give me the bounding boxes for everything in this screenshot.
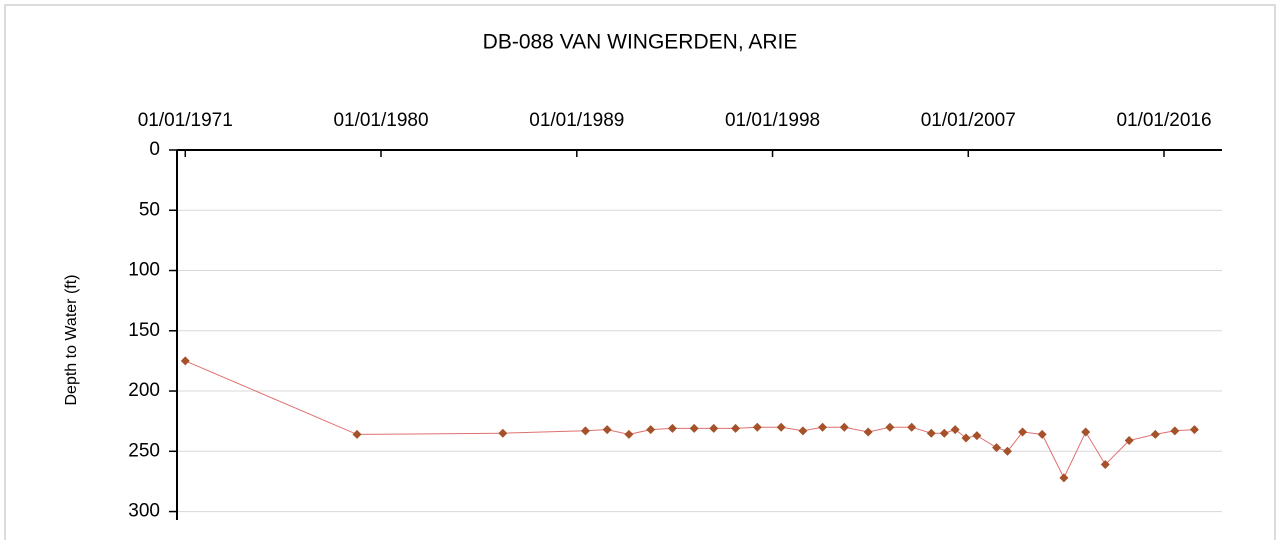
data-point	[180, 356, 190, 366]
y-tick-label: 300	[128, 501, 160, 522]
x-tick-label: 01/01/1980	[333, 110, 428, 131]
data-point	[1081, 427, 1091, 437]
data-point	[950, 425, 960, 435]
data-point	[709, 423, 719, 433]
x-tick-label: 01/01/2007	[921, 110, 1016, 131]
data-point	[1002, 446, 1012, 456]
y-tick-label: 200	[128, 380, 160, 401]
data-point	[961, 433, 971, 443]
x-tick-label: 01/01/2016	[1116, 110, 1211, 131]
y-tick-label: 50	[139, 199, 160, 220]
y-tick-label: 100	[128, 260, 160, 281]
data-point	[602, 425, 612, 435]
data-point	[818, 422, 828, 432]
data-point	[972, 431, 982, 441]
data-point	[1124, 435, 1134, 445]
data-point	[1018, 427, 1028, 437]
data-point	[667, 423, 677, 433]
data-point	[839, 422, 849, 432]
data-point	[1059, 473, 1069, 483]
data-point	[498, 428, 508, 438]
y-tick-label: 250	[128, 440, 160, 461]
data-point	[352, 429, 362, 439]
data-point	[907, 422, 917, 432]
data-point	[926, 428, 936, 438]
data-point	[863, 427, 873, 437]
x-tick-label: 01/01/1998	[725, 110, 820, 131]
data-point	[992, 443, 1002, 453]
x-tick-label: 01/01/1971	[138, 110, 233, 131]
x-tick-label: 01/01/1989	[529, 110, 624, 131]
data-point	[1189, 425, 1199, 435]
data-point	[646, 425, 656, 435]
data-point	[776, 422, 786, 432]
data-point	[580, 426, 590, 436]
data-line	[185, 360, 1195, 479]
data-point	[939, 428, 949, 438]
y-tick-label: 150	[128, 320, 160, 341]
data-point	[798, 426, 808, 436]
data-point	[624, 429, 634, 439]
data-point	[885, 422, 895, 432]
data-point	[731, 423, 741, 433]
data-point	[1100, 460, 1110, 470]
data-point	[1150, 429, 1160, 439]
data-point	[752, 422, 762, 432]
data-point	[1037, 429, 1047, 439]
frame	[4, 4, 1276, 540]
y-tick-label: 0	[149, 139, 160, 160]
data-point	[689, 423, 699, 433]
y-axis-label: Depth to Water (ft)	[63, 275, 80, 406]
chart-title: DB-088 VAN WINGERDEN, ARIE	[483, 31, 798, 54]
data-point	[1170, 426, 1180, 436]
